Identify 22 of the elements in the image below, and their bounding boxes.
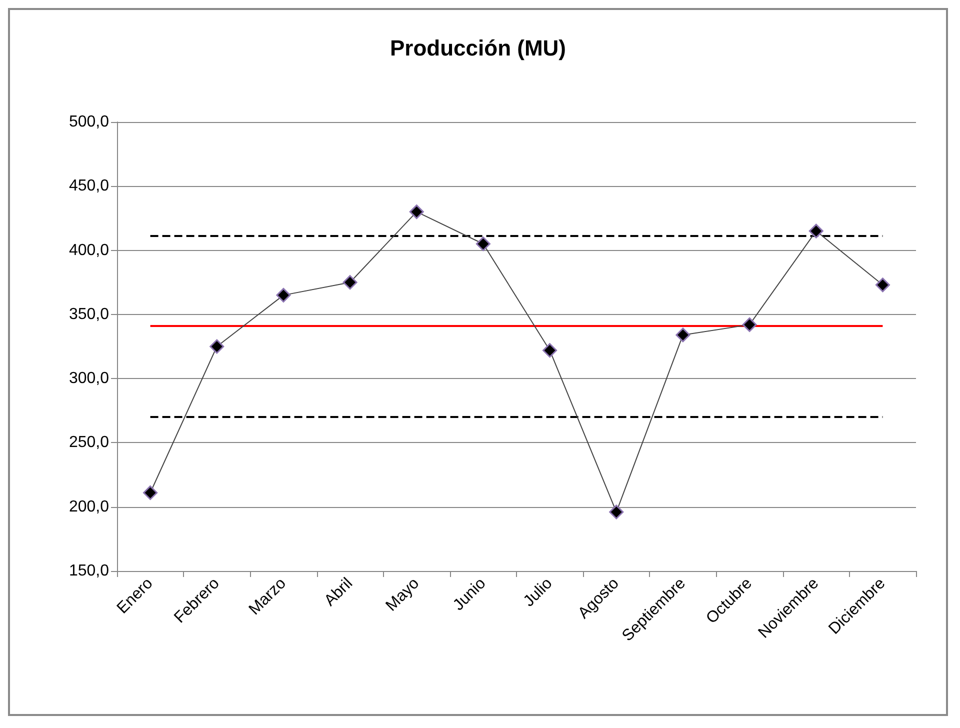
y-tick-label: 450,0 xyxy=(68,178,110,195)
point xyxy=(808,224,824,238)
point xyxy=(210,339,224,354)
point xyxy=(875,278,890,292)
point xyxy=(143,485,158,500)
point xyxy=(342,275,358,290)
point xyxy=(542,343,558,358)
point xyxy=(409,204,424,220)
chart-title: Producción (MU) xyxy=(390,36,566,60)
y-tick-label: 300,0 xyxy=(68,370,110,388)
x-tick-label: Julio xyxy=(520,574,556,610)
point xyxy=(476,236,490,252)
point xyxy=(676,328,690,342)
y-tick-label: 150,0 xyxy=(68,562,110,580)
point xyxy=(609,504,624,520)
point xyxy=(276,288,291,302)
y-tick-label: 500,0 xyxy=(68,114,110,130)
y-tick-label: 250,0 xyxy=(68,434,110,452)
y-tick-label: 200,0 xyxy=(68,498,110,516)
point xyxy=(742,317,757,332)
y-tick-label: 350,0 xyxy=(68,306,110,323)
y-tick-label: 400,0 xyxy=(68,242,110,259)
